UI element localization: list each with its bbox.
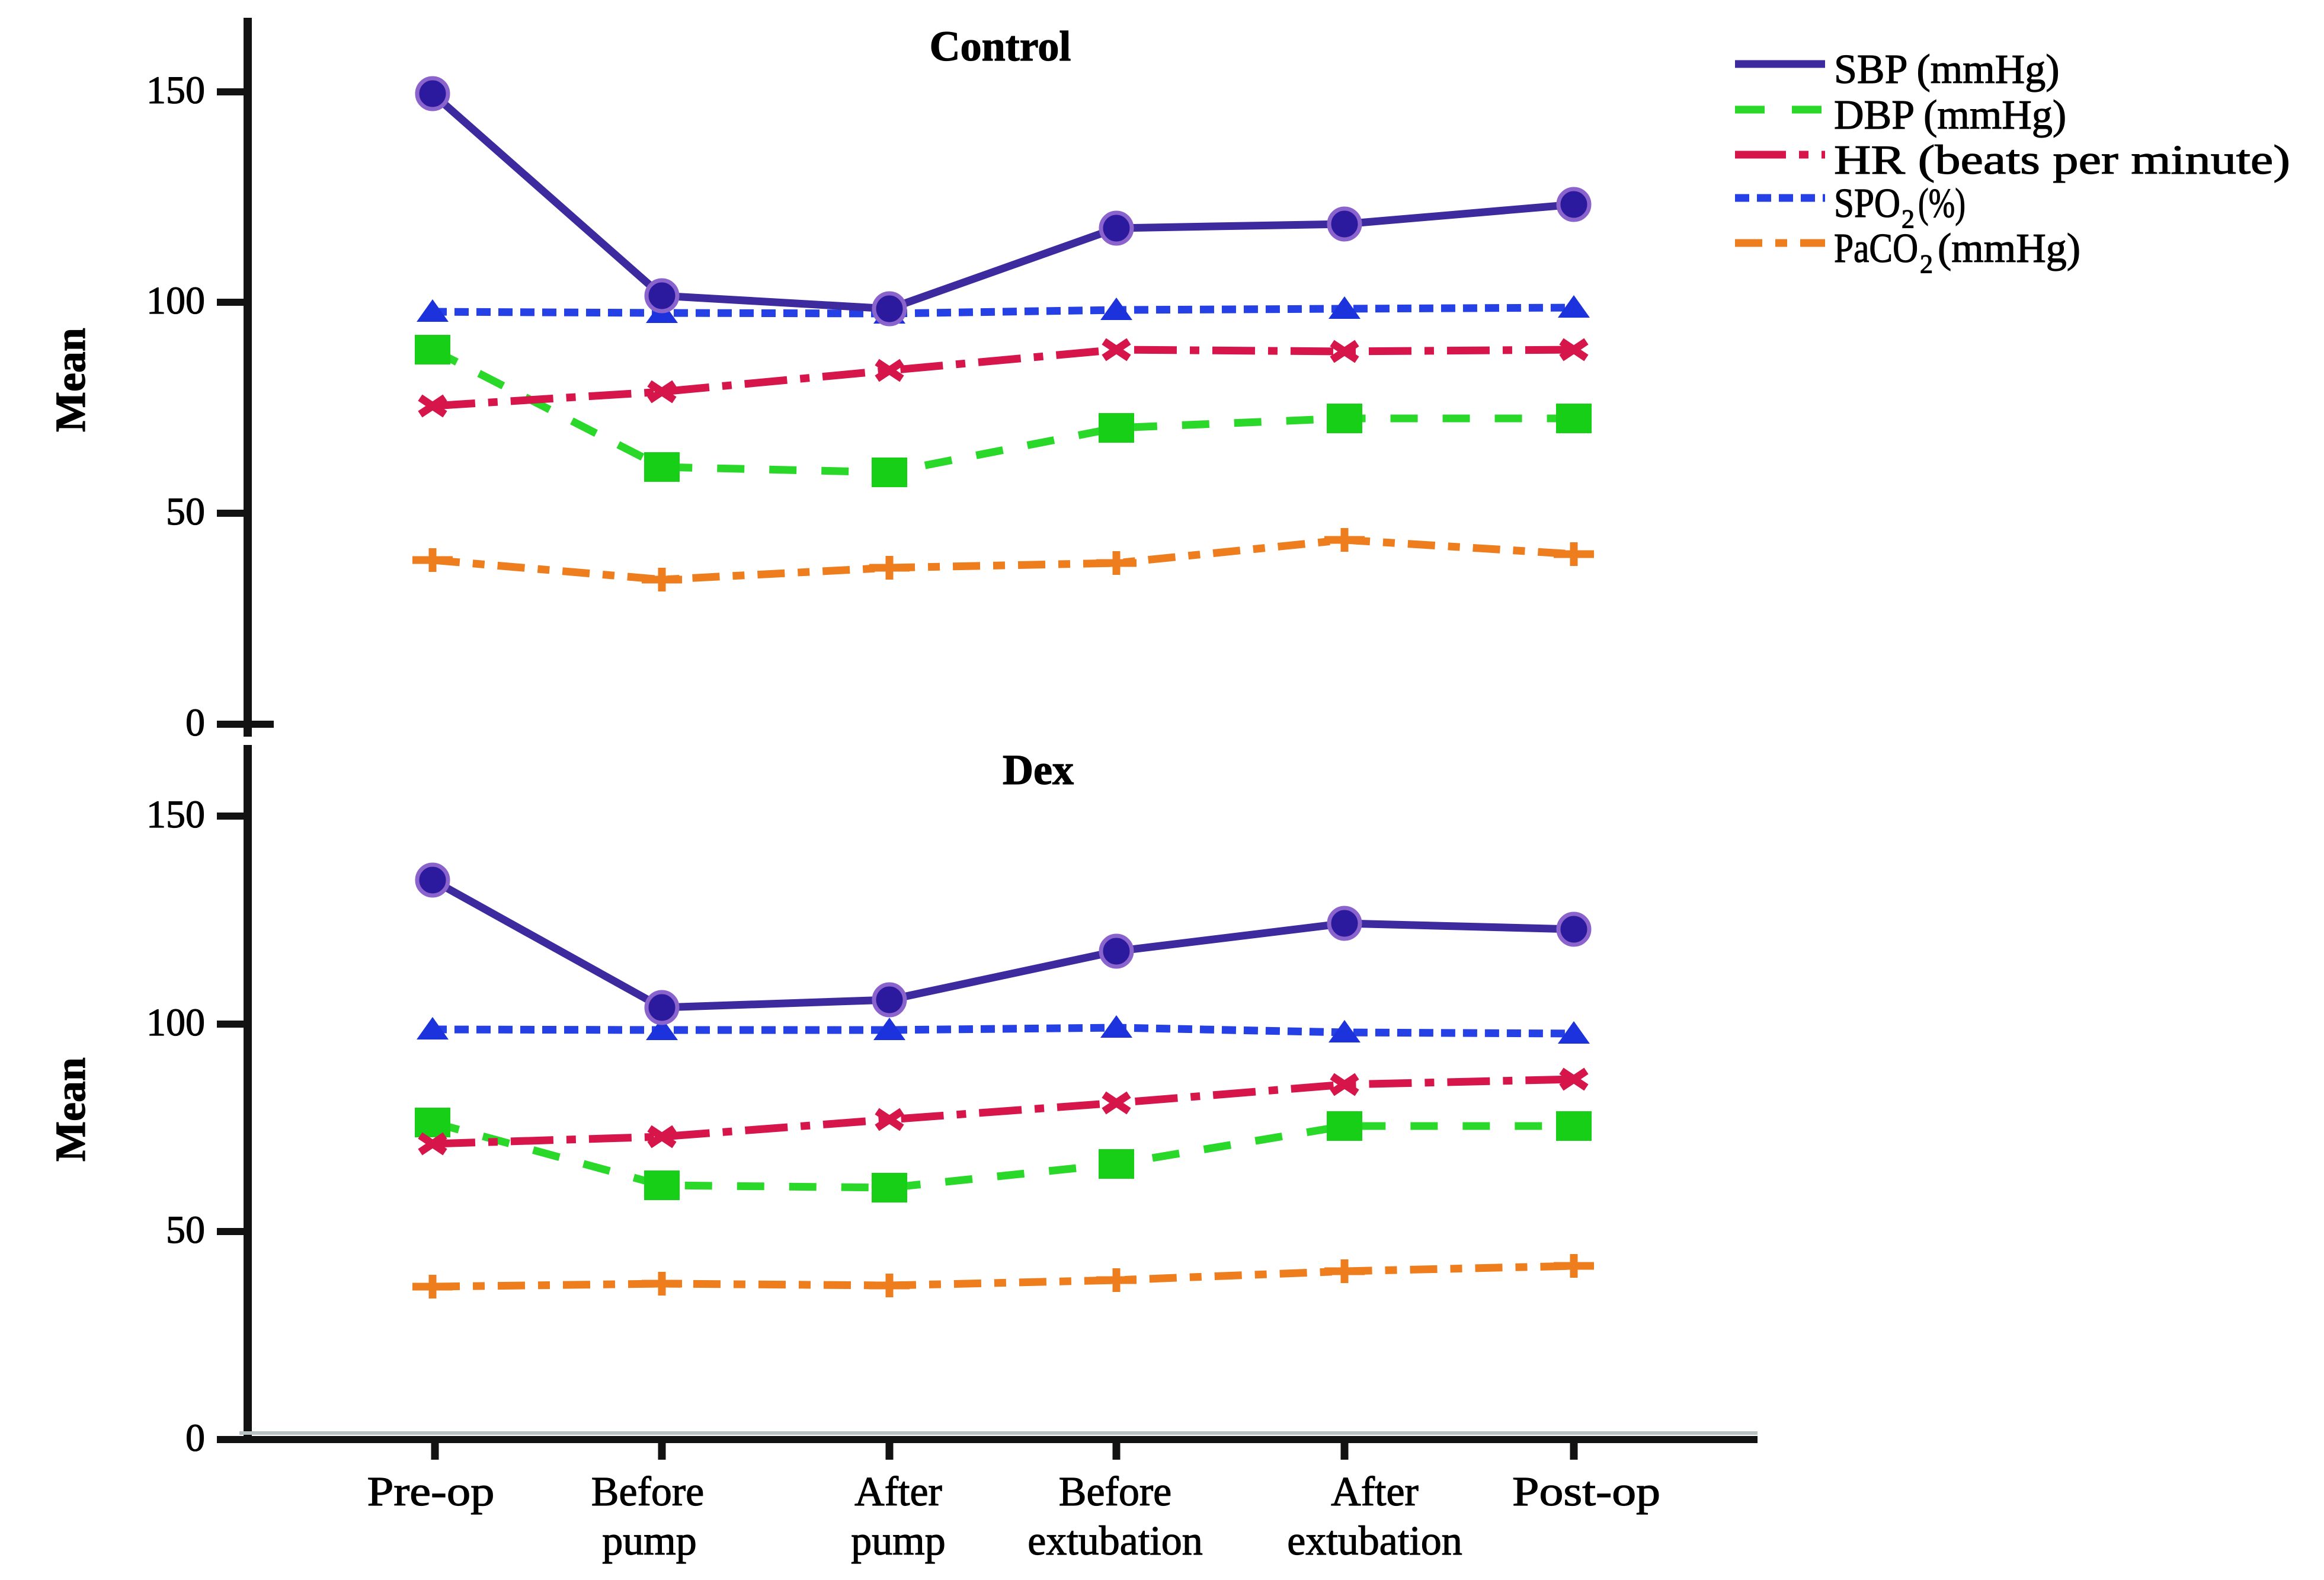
svg-text:SBP (mmHg): SBP (mmHg) bbox=[1834, 47, 2060, 92]
svg-text:After: After bbox=[1331, 1469, 1419, 1515]
svg-text:Before: Before bbox=[591, 1469, 704, 1515]
svg-text:(mmHg): (mmHg) bbox=[1938, 226, 2080, 271]
svg-text:DBP (mmHg): DBP (mmHg) bbox=[1834, 92, 2066, 138]
svg-text:50: 50 bbox=[166, 490, 205, 533]
svg-text:Pre-op: Pre-op bbox=[367, 1469, 495, 1515]
svg-text:Before: Before bbox=[1059, 1469, 1171, 1515]
svg-text:2: 2 bbox=[1902, 204, 1915, 234]
svg-text:100: 100 bbox=[146, 279, 205, 322]
svg-text:pump: pump bbox=[851, 1518, 945, 1564]
svg-text:Post-op: Post-op bbox=[1512, 1469, 1660, 1515]
svg-text:Dex: Dex bbox=[1003, 746, 1074, 794]
svg-text:pump: pump bbox=[602, 1518, 696, 1564]
svg-text:(%): (%) bbox=[1918, 181, 1966, 226]
svg-text:50: 50 bbox=[166, 1208, 205, 1252]
svg-text:extubation: extubation bbox=[1287, 1518, 1462, 1564]
svg-text:Control: Control bbox=[930, 23, 1071, 70]
svg-text:extubation: extubation bbox=[1027, 1518, 1202, 1564]
svg-text:After: After bbox=[854, 1469, 942, 1515]
svg-text:HR (beats per minute): HR (beats per minute) bbox=[1834, 137, 2290, 183]
svg-text:0: 0 bbox=[185, 1416, 205, 1460]
svg-text:150: 150 bbox=[146, 793, 205, 836]
svg-text:2: 2 bbox=[1920, 250, 1933, 279]
svg-text:PaCO: PaCO bbox=[1834, 226, 1918, 271]
svg-text:0: 0 bbox=[185, 701, 205, 744]
svg-text:100: 100 bbox=[146, 1001, 205, 1044]
svg-text:Mean: Mean bbox=[47, 328, 94, 432]
svg-text:SPO: SPO bbox=[1834, 181, 1900, 226]
svg-text:150: 150 bbox=[146, 69, 205, 112]
svg-text:Mean: Mean bbox=[47, 1057, 94, 1162]
